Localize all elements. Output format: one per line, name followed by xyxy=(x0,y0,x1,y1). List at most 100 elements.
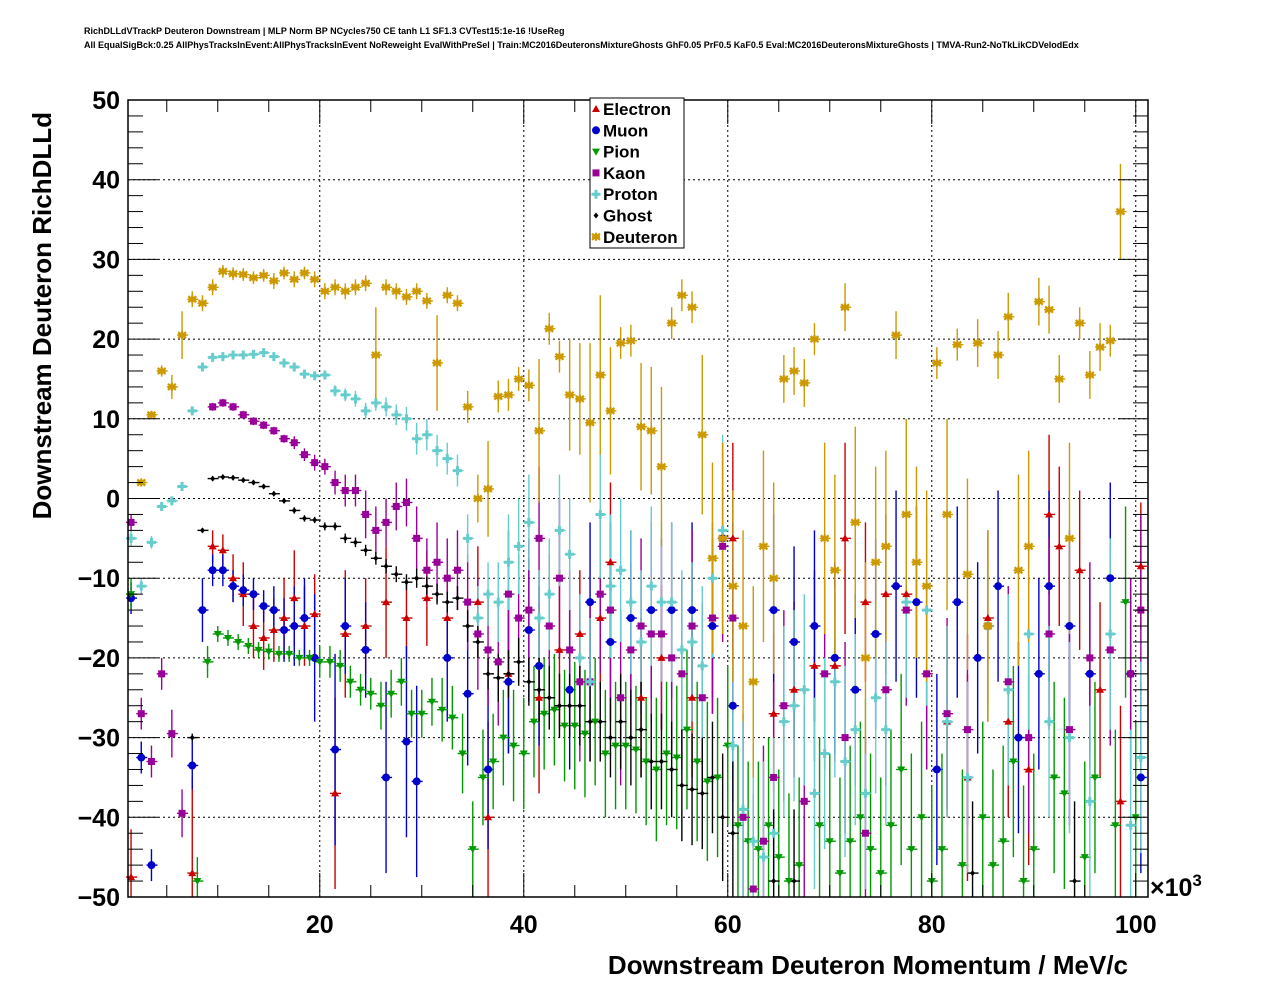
data-point xyxy=(535,534,543,542)
data-point xyxy=(223,634,232,642)
legend-marker-icon xyxy=(592,105,600,112)
data-point xyxy=(1034,669,1043,678)
series-deuteron xyxy=(136,207,1126,686)
legend-marker-icon xyxy=(591,189,601,199)
data-point xyxy=(127,518,135,526)
data-point xyxy=(886,822,895,830)
data-point xyxy=(631,746,640,754)
data-point xyxy=(443,653,452,662)
data-point xyxy=(248,273,259,282)
legend-label: Ghost xyxy=(603,207,652,226)
data-point xyxy=(371,398,381,408)
legend-label: Proton xyxy=(603,185,658,204)
data-point xyxy=(830,677,840,687)
chart-title-line2: All EqualSigBck:0.25 AllPhysTracksInEven… xyxy=(84,40,1079,50)
data-point xyxy=(299,369,309,379)
data-point xyxy=(1085,370,1095,379)
data-point xyxy=(1045,582,1054,591)
data-point xyxy=(871,693,881,703)
data-point xyxy=(1024,542,1034,551)
data-point xyxy=(759,837,767,845)
data-point xyxy=(291,507,297,514)
data-point xyxy=(973,653,982,662)
y-tick-labels: 50 40 30 20 10 0 −10 −20 −30 −40 −50 xyxy=(78,87,120,912)
data-point xyxy=(707,573,717,583)
data-point xyxy=(835,870,844,878)
data-point xyxy=(636,637,646,647)
data-point xyxy=(748,677,758,686)
data-point xyxy=(259,602,268,611)
data-point xyxy=(187,295,197,304)
data-point xyxy=(269,276,279,285)
data-point xyxy=(514,374,524,383)
data-point xyxy=(448,714,457,722)
data-point xyxy=(289,362,299,372)
data-point xyxy=(769,574,779,583)
data-point xyxy=(350,283,361,292)
data-point xyxy=(672,754,681,762)
data-point xyxy=(560,722,569,730)
legend-item-kaon: Kaon xyxy=(592,164,646,183)
data-point xyxy=(157,501,167,511)
data-point xyxy=(178,809,186,817)
data-point xyxy=(146,537,156,547)
data-point xyxy=(942,717,952,727)
data-point xyxy=(627,646,635,654)
data-point xyxy=(1044,717,1054,727)
data-point xyxy=(978,814,987,822)
data-point xyxy=(580,730,589,738)
data-point xyxy=(779,374,789,383)
data-point xyxy=(1009,758,1018,766)
data-point xyxy=(127,873,136,881)
errors-pion xyxy=(126,506,1142,897)
data-point xyxy=(688,622,696,630)
data-point xyxy=(821,670,829,678)
data-point xyxy=(606,637,615,646)
data-point xyxy=(687,303,697,312)
data-point xyxy=(693,758,702,766)
data-point xyxy=(815,822,824,830)
x-axis-multiplier: ×103 xyxy=(1150,871,1202,902)
data-point xyxy=(963,726,971,734)
data-point xyxy=(1136,753,1146,763)
data-point xyxy=(361,622,370,630)
data-point xyxy=(902,590,911,598)
data-point xyxy=(851,685,860,694)
data-point xyxy=(866,846,875,854)
data-point xyxy=(1024,629,1034,639)
data-point xyxy=(463,689,472,698)
data-point xyxy=(546,694,552,701)
data-point xyxy=(310,610,319,618)
data-point xyxy=(260,421,268,429)
data-point xyxy=(209,403,217,411)
data-point xyxy=(988,862,997,870)
data-point xyxy=(1065,726,1073,734)
data-point xyxy=(208,283,218,292)
data-point xyxy=(697,430,707,439)
data-point xyxy=(652,766,661,774)
data-point xyxy=(366,690,375,698)
data-point xyxy=(922,582,932,591)
data-point xyxy=(1004,717,1013,725)
data-point xyxy=(423,566,431,574)
data-point xyxy=(1075,319,1085,328)
data-point xyxy=(167,496,177,506)
data-point xyxy=(137,710,145,718)
data-point xyxy=(177,331,187,340)
data-point xyxy=(585,418,595,427)
data-point xyxy=(841,734,849,742)
data-point xyxy=(269,626,278,634)
data-point xyxy=(917,814,926,822)
data-point xyxy=(555,574,563,582)
data-point xyxy=(748,836,758,846)
data-point xyxy=(397,678,406,686)
data-point xyxy=(617,694,625,702)
data-point xyxy=(218,546,227,554)
data-point xyxy=(197,299,208,308)
data-point xyxy=(540,710,549,718)
data-point xyxy=(1060,790,1069,798)
data-point xyxy=(790,637,799,646)
data-point xyxy=(637,693,646,701)
data-point xyxy=(535,661,544,670)
y-tick-label: 20 xyxy=(92,326,120,354)
